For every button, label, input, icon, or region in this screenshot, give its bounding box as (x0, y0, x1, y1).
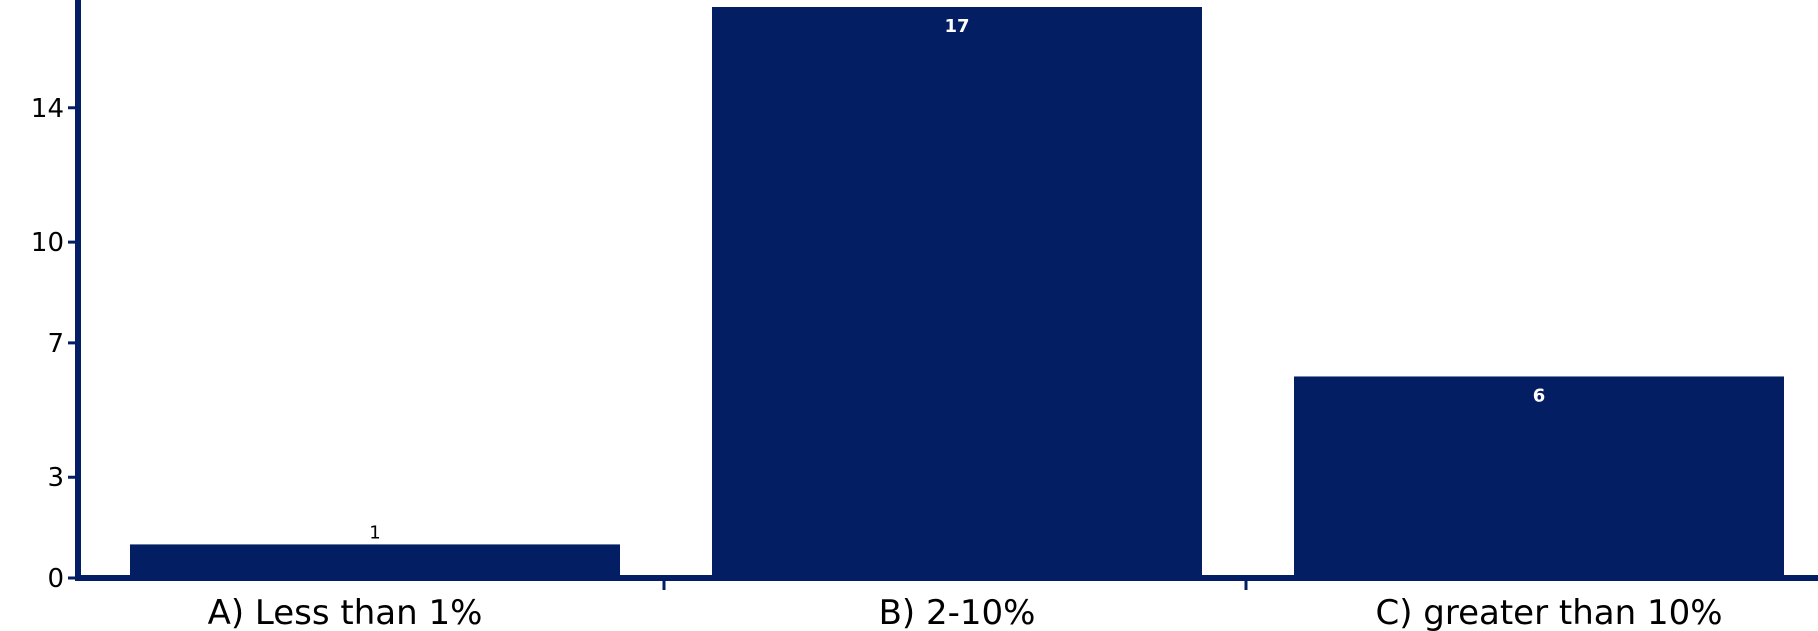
y-tick-label: 14 (31, 94, 64, 124)
y-tick-label: 0 (47, 564, 64, 594)
y-tick-label: 10 (31, 228, 64, 258)
y-ticks-layer: 0 3 7 10 14 (31, 94, 78, 594)
category-label-3: C) greater than 10% (1375, 593, 1722, 631)
bar-3 (1294, 376, 1784, 578)
data-label-3: 6 (1533, 385, 1546, 406)
category-label-2: B) 2-10% (879, 593, 1036, 631)
bar-1 (130, 544, 620, 578)
data-label-2: 17 (944, 16, 969, 37)
data-label-1: 1 (369, 522, 380, 543)
category-label-1: A) Less than 1% (208, 593, 483, 631)
axes-layer (75, 0, 1818, 581)
bar-2 (712, 7, 1202, 578)
bars-layer (130, 7, 1784, 578)
labels-layer: 1 17 6 (369, 16, 1545, 543)
y-tick-label: 7 (47, 329, 64, 359)
y-tick-label: 3 (47, 463, 64, 493)
x-ticks-layer: A) Less than 1% B) 2-10% C) greater than 1… (208, 578, 1723, 631)
